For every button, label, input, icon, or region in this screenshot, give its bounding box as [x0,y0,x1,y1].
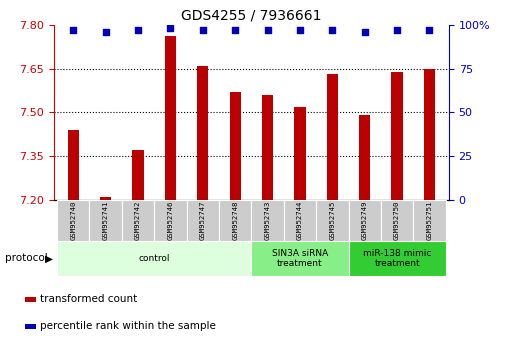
Point [425,27,433,33]
Bar [219,200,251,241]
Bar [327,74,338,200]
Bar [424,69,435,200]
Bar [251,200,284,241]
Bar [57,200,89,241]
Bar [89,200,122,241]
Text: GSM952744: GSM952744 [297,201,303,240]
Bar [154,200,187,241]
Text: GSM952749: GSM952749 [362,201,368,240]
Bar [25,324,35,329]
Text: GSM952746: GSM952746 [167,201,173,240]
Text: percentile rank within the sample: percentile rank within the sample [41,321,216,331]
Bar [229,92,241,200]
Point [102,29,110,35]
Point [134,27,142,33]
Bar [100,197,111,200]
Text: GSM952742: GSM952742 [135,201,141,240]
Bar [187,200,219,241]
Point [328,27,337,33]
Text: ▶: ▶ [45,253,53,263]
Text: GSM952740: GSM952740 [70,201,76,240]
Text: GSM952745: GSM952745 [329,201,336,240]
Point [393,27,401,33]
Text: GSM952743: GSM952743 [265,201,270,240]
Bar [68,130,79,200]
Point [296,27,304,33]
Point [166,25,174,31]
Bar [165,36,176,200]
Bar [359,115,370,200]
Point [361,29,369,35]
Bar [381,200,413,241]
Bar [294,107,306,200]
Bar [251,241,348,276]
Bar [391,72,403,200]
Text: transformed count: transformed count [41,294,137,304]
Text: GSM952748: GSM952748 [232,201,238,240]
Bar [413,200,446,241]
Bar [348,241,446,276]
Text: GSM952751: GSM952751 [426,201,432,240]
Title: GDS4255 / 7936661: GDS4255 / 7936661 [181,8,322,22]
Text: GSM952741: GSM952741 [103,201,109,240]
Point [199,27,207,33]
Text: protocol: protocol [5,253,48,263]
Text: control: control [139,254,170,263]
Text: GSM952747: GSM952747 [200,201,206,240]
Bar [348,200,381,241]
Bar [284,200,316,241]
Point [231,27,239,33]
Bar [316,200,348,241]
Text: GSM952750: GSM952750 [394,201,400,240]
Bar [122,200,154,241]
Bar [262,95,273,200]
Point [264,27,272,33]
Bar [132,150,144,200]
Bar [57,241,251,276]
Text: SIN3A siRNA
treatment: SIN3A siRNA treatment [272,249,328,268]
Text: miR-138 mimic
treatment: miR-138 mimic treatment [363,249,431,268]
Bar [25,297,35,302]
Bar [197,65,208,200]
Point [69,27,77,33]
